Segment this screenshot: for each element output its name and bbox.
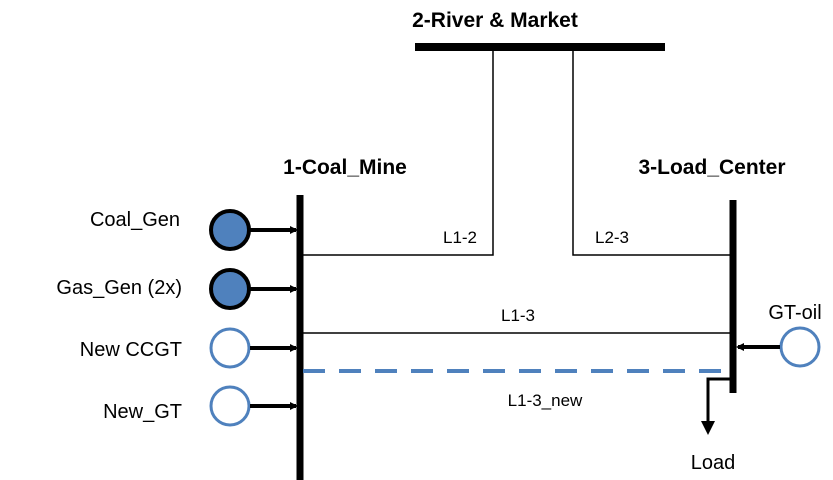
generator-label: New_GT [103,401,182,423]
generator [209,385,251,427]
generator [209,268,251,310]
bus-label: 2-River & Market [412,9,578,32]
line [572,51,730,256]
generator [779,326,821,368]
bus-label: 3-Load_Center [638,156,785,179]
generator-label: Coal_Gen [90,209,180,231]
generator-label: Gas_Gen (2x) [56,277,182,299]
generator-label: New CCGT [80,339,182,361]
load-label: Load [691,452,736,474]
line [303,51,494,256]
line-label: L2-3 [595,228,629,247]
load-arrow [701,377,731,435]
generator-label: GT-oil [768,302,821,324]
line-label: L1-3 [501,306,535,325]
line-label: L1-2 [443,228,477,247]
generator [209,209,251,251]
bus-label: 1-Coal_Mine [283,156,407,179]
line-label: L1-3_new [508,391,583,410]
generator [209,327,251,369]
